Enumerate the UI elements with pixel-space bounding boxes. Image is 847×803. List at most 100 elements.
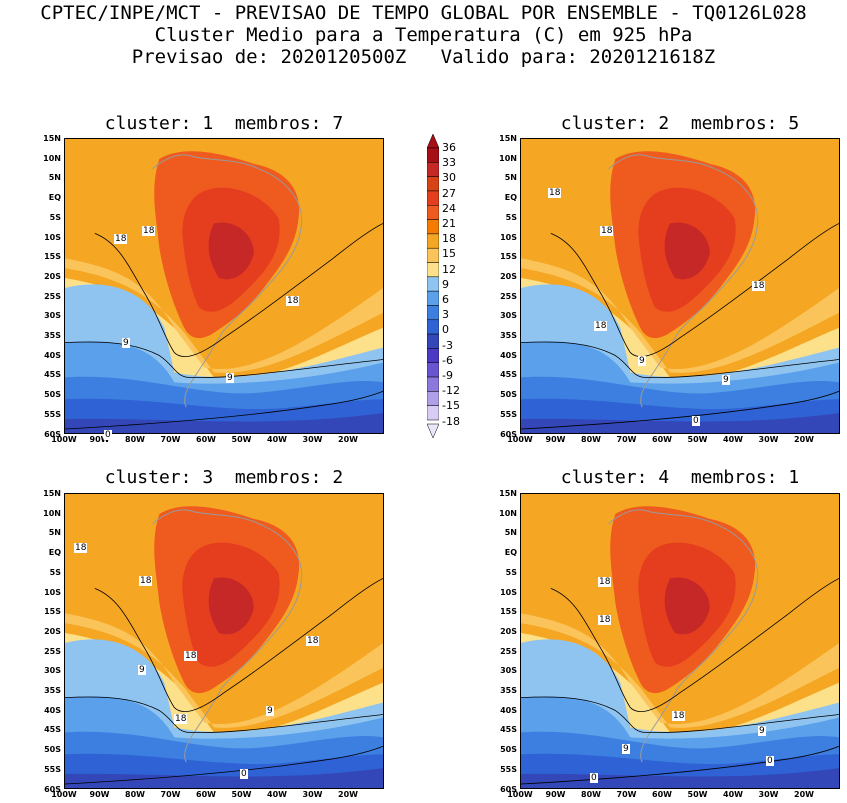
temperature-band (65, 768, 383, 788)
lat-tick-label: 45S (44, 725, 61, 735)
contour-label: 9 (122, 338, 130, 348)
lat-tick-label: 15N (499, 489, 517, 498)
temperature-band (65, 413, 383, 433)
contour-label: 18 (672, 711, 686, 721)
contour-label: 9 (722, 375, 730, 385)
colorbar-tick-label: -6 (442, 353, 453, 367)
lat-tick-label: 15S (44, 252, 61, 262)
lat-tick-label: 60S (44, 429, 61, 439)
lat-tick-label: 35S (500, 686, 517, 695)
lat-tick-label: 10S (44, 232, 61, 242)
lon-tick-label: 50W (687, 790, 708, 799)
lat-tick-label: 10N (43, 508, 61, 518)
lon-tick-label: 50W (231, 790, 252, 799)
lon-tick-label: 50W (687, 435, 708, 444)
lat-tick-label: 10S (500, 587, 517, 597)
colorbar-tick-label: 3 (442, 308, 449, 322)
warm-region-hot (664, 222, 710, 280)
colorbar-swatch (427, 247, 439, 263)
isotherm-c18a (94, 578, 383, 712)
colorbar-swatch (427, 333, 439, 349)
temperature-band (521, 768, 839, 788)
lon-tick-label: 20W (338, 790, 358, 799)
lon-tick-label: 90W (545, 435, 566, 444)
panel-title-2: cluster: 2 membros: 5 (560, 113, 800, 134)
lat-tick-label: EQ (48, 193, 61, 203)
lat-tick-label: 5S (505, 567, 517, 577)
map-panel-cluster-2 (520, 138, 840, 434)
lon-tick-label: 70W (616, 790, 637, 799)
lat-tick-label: 30S (44, 666, 61, 676)
lon-tick-label: 80W (581, 790, 601, 799)
lat-tick-label: 55S (500, 764, 517, 774)
lat-tick-label: 25S (500, 291, 517, 301)
temperature-band (65, 258, 383, 373)
lat-tick-label: 25S (500, 646, 517, 656)
temperature-field (521, 151, 839, 433)
contour-label: 18 (752, 281, 766, 291)
lat-tick-label: 20S (44, 626, 61, 636)
isotherm-c0a (65, 390, 383, 430)
lat-tick-label: 30S (500, 666, 517, 676)
isotherm-c9a (65, 341, 383, 379)
contour-label: 18 (286, 296, 300, 306)
isotherm-c9a (521, 341, 839, 379)
isotherm-c18a (550, 578, 839, 712)
lon-tick-label: 40W (267, 790, 287, 799)
lon-tick-label: 30W (302, 790, 323, 799)
lon-tick-label: 80W (125, 790, 145, 799)
lon-tick-label: 100W (507, 435, 533, 444)
warm-region-hot (208, 222, 254, 280)
colorbar-tick-label: 27 (442, 186, 456, 200)
lat-tick-label: 20S (44, 271, 61, 281)
colorbar-tick-label: 36 (442, 141, 456, 154)
lat-tick-label: 45S (500, 725, 517, 735)
lat-tick-label: 35S (44, 331, 61, 340)
lon-tick-label: 100W (51, 435, 77, 444)
colorbar (427, 134, 439, 438)
colorbar-swatch (427, 376, 439, 392)
lon-tick-label: 90W (89, 790, 110, 799)
contour-label: 18 (174, 714, 188, 724)
colorbar-swatch (427, 147, 439, 163)
coastline (608, 154, 759, 408)
lat-tick-label: 15S (500, 607, 517, 617)
coastline (608, 509, 759, 763)
lat-tick-label: 5S (49, 212, 61, 222)
colorbar-tick-label: 21 (442, 217, 456, 230)
lat-tick-label: 10N (499, 508, 517, 518)
lat-tick-label: 30S (500, 311, 517, 321)
lon-tick-label: 90W (89, 435, 110, 444)
lon-tick-label: 90W (545, 790, 566, 799)
lat-tick-label: EQ (504, 548, 517, 558)
lat-tick-label: 10S (44, 587, 61, 597)
colorbar-tick-label: 18 (442, 232, 456, 246)
colorbar-swatch (427, 262, 439, 278)
temperature-band (521, 258, 839, 373)
lat-tick-label: 55S (44, 409, 61, 419)
colorbar-swatch (427, 290, 439, 306)
warm-region-hot (208, 577, 254, 635)
contour-label: 18 (306, 636, 320, 646)
isotherm-c18a (94, 223, 383, 357)
contour-label: 18 (594, 321, 608, 331)
colorbar-tick-label: 6 (442, 293, 449, 306)
lat-tick-label: 30S (44, 311, 61, 321)
lat-tick-label: 50S (500, 390, 517, 400)
lon-tick-label: 20W (338, 435, 358, 444)
lon-tick-label: 40W (267, 435, 287, 444)
lon-tick-label: 20W (794, 435, 814, 444)
lat-tick-label: 5S (49, 567, 61, 577)
lat-tick-label: 25S (44, 646, 61, 656)
lon-tick-label: 30W (758, 790, 779, 799)
lat-tick-label: 10S (500, 232, 517, 242)
contour-label: 9 (622, 744, 630, 754)
lat-tick-label: 40S (44, 705, 61, 715)
lat-tick-label: 5S (505, 212, 517, 222)
lon-tick-label: 100W (51, 790, 77, 799)
colorbar-swatch (427, 391, 439, 406)
colorbar-tick-label: -9 (442, 369, 453, 382)
lat-tick-label: 15S (44, 607, 61, 617)
temperature-field (65, 506, 383, 788)
lon-tick-label: 70W (160, 790, 181, 799)
